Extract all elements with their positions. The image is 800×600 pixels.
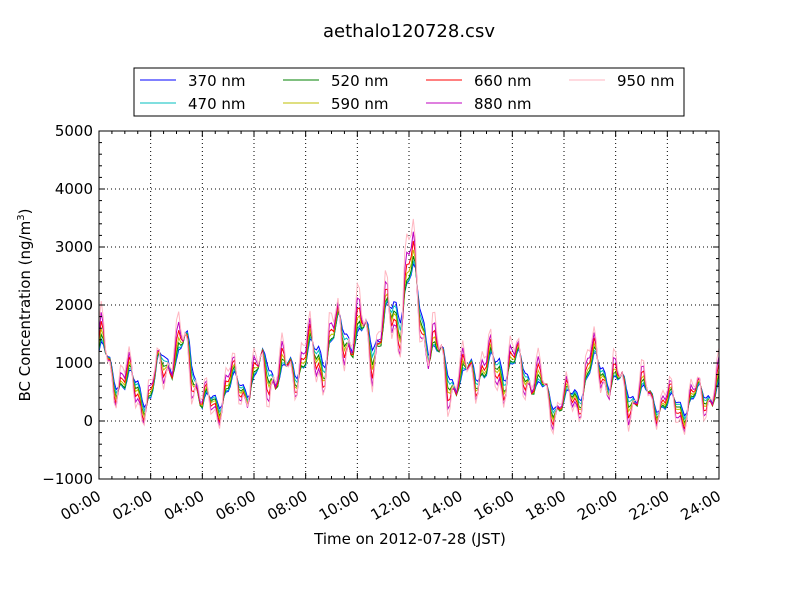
y-tick-label: 1000 <box>55 354 93 372</box>
chart-title: aethalo120728.csv <box>323 21 495 42</box>
series-line-950-nm <box>98 218 720 436</box>
y-tick-label: −1000 <box>42 470 93 488</box>
y-tick-label: 2000 <box>55 296 93 314</box>
y-axis-label-superscript: 3 <box>16 214 27 220</box>
x-tick-label: 16:00 <box>471 487 517 524</box>
y-tick-labels: −1000 0 1000 2000 3000 4000 5000 <box>42 122 93 488</box>
legend-label: 590 nm <box>331 95 389 113</box>
x-tick-label: 18:00 <box>523 487 569 524</box>
x-tick-label: 14:00 <box>419 487 465 524</box>
grid-lines <box>99 131 719 479</box>
series-line-660-nm <box>98 240 720 430</box>
x-tick-label: 22:00 <box>626 487 672 524</box>
y-tick-label: 5000 <box>55 122 93 140</box>
x-tick-label: 00:00 <box>58 487 104 524</box>
series-line-590-nm <box>98 249 720 427</box>
x-tick-labels: 00:00 02:00 04:00 06:00 08:00 10:00 12:00 14:00… <box>58 487 724 524</box>
series-line-520-nm <box>98 256 720 425</box>
legend-label: 370 nm <box>188 72 246 90</box>
x-tick-label: 12:00 <box>368 487 414 524</box>
y-tick-label: 0 <box>83 412 93 430</box>
legend-label: 880 nm <box>474 95 532 113</box>
x-tick-label: 10:00 <box>316 487 362 524</box>
legend-label: 660 nm <box>474 72 532 90</box>
y-tick-label: 3000 <box>55 238 93 256</box>
x-tick-label: 06:00 <box>213 487 259 524</box>
y-axis-label: BC Concentration (ng/m3) <box>16 209 34 402</box>
y-axis-label-suffix: ) <box>16 209 34 215</box>
x-tick-label: 24:00 <box>678 487 724 524</box>
legend: 370 nm 470 nm 520 nm 590 nm 660 nm 880 nm 950 … <box>133 67 685 117</box>
legend-frame <box>133 67 685 117</box>
plot-series <box>98 218 720 436</box>
axis-ticks <box>98 130 720 480</box>
legend-label: 950 nm <box>617 72 675 90</box>
x-tick-label: 02:00 <box>109 487 155 524</box>
x-tick-label: 08:00 <box>264 487 310 524</box>
x-axis-label: Time on 2012-07-28 (JST) <box>313 530 506 548</box>
x-tick-label: 04:00 <box>161 487 207 524</box>
y-axis-label-main: BC Concentration (ng/m <box>16 221 34 402</box>
x-tick-label: 20:00 <box>574 487 620 524</box>
series-line-880-nm <box>98 231 720 433</box>
legend-label: 520 nm <box>331 72 389 90</box>
y-tick-label: 4000 <box>55 180 93 198</box>
legend-label: 470 nm <box>188 95 246 113</box>
